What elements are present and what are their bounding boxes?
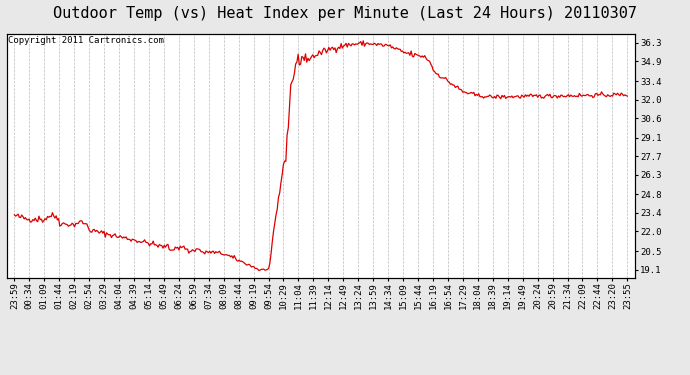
Text: Outdoor Temp (vs) Heat Index per Minute (Last 24 Hours) 20110307: Outdoor Temp (vs) Heat Index per Minute …: [53, 6, 637, 21]
Text: Copyright 2011 Cartronics.com: Copyright 2011 Cartronics.com: [8, 36, 164, 45]
